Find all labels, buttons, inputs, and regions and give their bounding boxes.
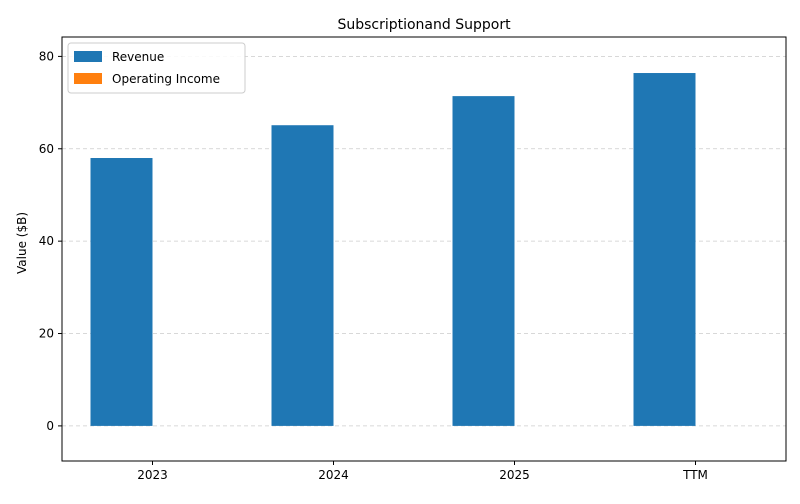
y-tick-label: 80 [39,49,54,63]
legend-box [67,42,246,94]
plot-frame [61,36,787,462]
y-axis: 0 20 40 60 80 [39,49,62,433]
x-tick-label: 2025 [499,468,530,482]
legend-swatch-operating-income [74,73,102,84]
y-tick-label: 40 [39,234,54,248]
x-tick-label: 2023 [137,468,168,482]
y-tick-label: 20 [39,327,54,341]
legend-swatch-revenue [74,51,102,62]
x-tick-label: TTM [682,468,708,482]
y-tick-label: 0 [46,419,54,433]
bar-revenue [452,96,515,426]
x-tick-label: 2024 [318,468,349,482]
x-axis: 2023 2024 2025 TTM [137,461,708,482]
chart-title: Subscriptionand Support [337,17,511,33]
bars [90,73,696,426]
legend-label-revenue: Revenue [112,50,164,64]
y-axis-label: Value ($B) [15,212,29,274]
bar-revenue [271,125,334,426]
legend-label-operating-income: Operating Income [112,72,220,86]
bar-revenue [633,73,696,426]
y-tick-label: 60 [39,142,54,156]
legend: Revenue Operating Income [67,42,246,94]
bar-revenue [90,158,153,426]
